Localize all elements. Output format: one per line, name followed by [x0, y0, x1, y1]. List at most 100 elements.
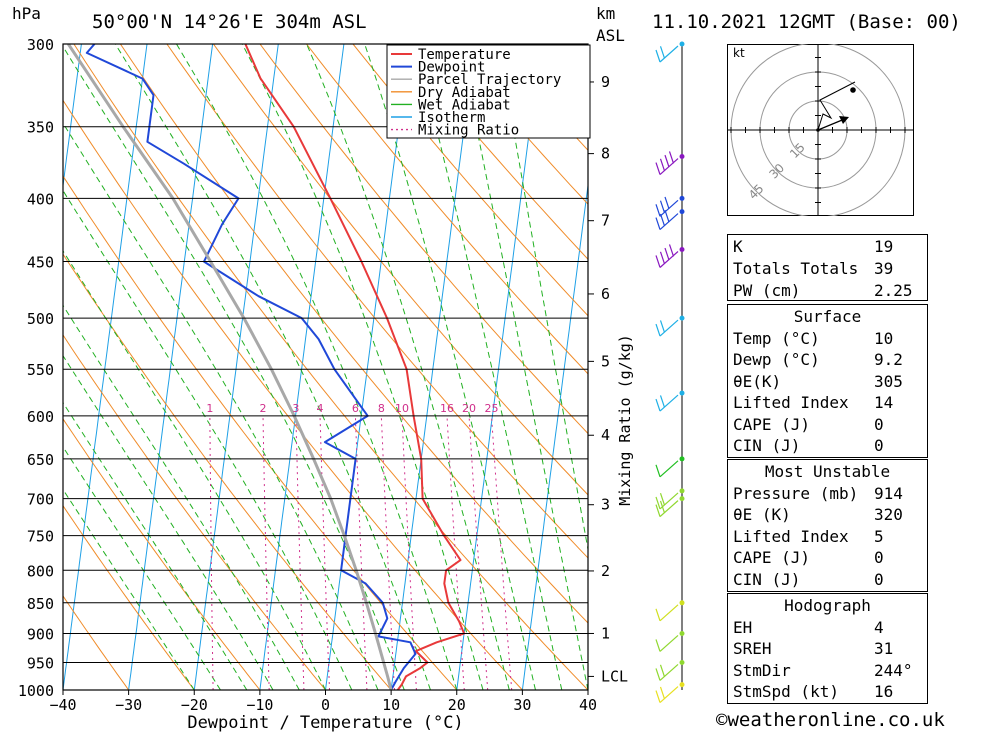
hpa-unit-label: hPa — [12, 4, 41, 23]
height-tick-label: 9 — [601, 73, 610, 91]
mixing-ratio-line — [380, 415, 395, 690]
x-tick-label: −40 — [49, 696, 76, 714]
indices-panel: K 19 Totals Totals 39 PW (cm) 2.25 — [727, 234, 928, 301]
wind-barb — [655, 682, 685, 704]
temperature-series — [244, 44, 466, 690]
surface-row: CIN (J) 0 — [733, 436, 884, 455]
pressure-tick-label: 950 — [27, 654, 54, 672]
legend-label: Wet Adiabat — [418, 97, 511, 113]
mixing-ratio-line — [446, 415, 465, 690]
isotherm-line — [325, 44, 410, 690]
mixing-ratio-line — [354, 415, 368, 690]
pressure-tick-label: 450 — [27, 254, 54, 272]
pressure-tick-label: 750 — [27, 528, 54, 546]
dry-adiabat-line — [63, 504, 195, 690]
wind-barb — [655, 390, 685, 412]
mixing-ratio-label: 1 — [206, 402, 213, 415]
x-tick-label: 10 — [382, 696, 400, 714]
km-unit-label: km — [596, 4, 616, 23]
x-tick-label: 20 — [448, 696, 466, 714]
index-row-totals: Totals Totals 39 — [733, 259, 894, 278]
mixing-ratio-label: 6 — [352, 402, 359, 415]
x-tick-label: −20 — [181, 696, 208, 714]
height-tick-label: 7 — [601, 212, 610, 230]
x-tick-label: 30 — [513, 696, 531, 714]
isotherm-line — [128, 44, 214, 690]
wind-barb — [655, 630, 685, 652]
dry-adiabat-line — [63, 595, 130, 690]
wind-barb — [655, 496, 685, 518]
legend-label: Dry Adiabat — [418, 85, 511, 101]
height-tick-label: 2 — [601, 562, 610, 580]
wind-barb — [655, 41, 685, 63]
hodograph-trace — [817, 81, 856, 131]
wet-adiabat-line — [414, 44, 563, 690]
surface-row: θE(K) 305 — [733, 372, 903, 391]
wind-barb — [655, 659, 685, 681]
pressure-tick-label: 400 — [27, 190, 54, 208]
storm-motion-arrowhead — [839, 116, 849, 124]
mixing-ratio-label: 16 — [440, 402, 454, 415]
wind-barb — [655, 195, 685, 217]
hodograph-origin-dot — [816, 128, 820, 132]
credit-link[interactable]: ©weatheronline.co.uk — [716, 709, 945, 731]
wet-adiabat-line — [458, 44, 588, 690]
mixing-ratio-label: 10 — [395, 402, 409, 415]
hodograph-panel: Hodograph EH 4 SREH 31 StmDir 244° StmSpd (… — [727, 593, 928, 704]
height-tick-label: 1 — [601, 624, 610, 642]
dry-adiabat-line — [399, 44, 588, 260]
legend-label: Parcel Trajectory — [418, 72, 561, 88]
height-tick-label: 4 — [601, 426, 610, 444]
mu-row: CAPE (J) 0 — [733, 548, 884, 567]
mu-row: Lifted Index 5 — [733, 527, 884, 546]
mu-row: θE (K) 320 — [733, 505, 903, 524]
hodo-row: EH 4 — [733, 618, 884, 637]
pressure-tick-label: 1000 — [18, 682, 54, 700]
hodograph-unit-label: kt — [733, 46, 745, 60]
pressure-tick-label: 550 — [27, 361, 54, 379]
mixing-ratio-label: 20 — [462, 402, 476, 415]
hodo-row: StmDir 244° — [733, 661, 913, 680]
valid-datetime: 11.10.2021 12GMT (Base: 00) — [652, 11, 961, 33]
mixing-ratio-line — [209, 415, 214, 690]
dewpoint-series — [85, 44, 417, 690]
legend-label: Dewpoint — [418, 60, 485, 76]
station-title: 50°00'N 14°26'E 304m ASL — [92, 11, 367, 33]
x-tick-label: −10 — [246, 696, 273, 714]
wind-barb — [655, 244, 685, 268]
pressure-tick-label: 800 — [27, 562, 54, 580]
most-unstable-panel: Most Unstable Pressure (mb) 914 θE (K) 320… — [727, 459, 928, 592]
height-tick-label: 5 — [601, 352, 610, 370]
isotherm-line — [390, 44, 476, 690]
isotherm-line — [456, 44, 542, 690]
height-tick-label: 8 — [601, 145, 610, 163]
surface-title: Surface — [793, 307, 862, 326]
pressure-tick-label: 700 — [27, 491, 54, 509]
hodograph-title: Hodograph — [784, 596, 871, 615]
index-row-k: K 19 — [733, 237, 894, 256]
mixing-ratio-axis-title: Mixing Ratio (g/kg) — [616, 334, 634, 506]
legend-box — [386, 44, 591, 139]
most-unstable-title: Most Unstable — [764, 462, 891, 481]
wet-adiabat-line — [63, 122, 379, 690]
hodo-row: StmSpd (kt) 16 — [733, 682, 894, 701]
x-tick-label: −30 — [115, 696, 142, 714]
wind-barb — [655, 600, 685, 622]
pressure-tick-label: 900 — [27, 625, 54, 643]
hodograph-endpoint-dot — [850, 87, 856, 93]
pressure-tick-label: 650 — [27, 451, 54, 469]
hodo-row: SREH 31 — [733, 639, 894, 658]
mu-row: CIN (J) 0 — [733, 570, 884, 589]
surface-row: Temp (°C) 10 — [733, 329, 894, 348]
mixing-ratio-line — [262, 415, 270, 690]
legend-label: Mixing Ratio — [418, 123, 519, 139]
mixing-ratio-line — [319, 415, 330, 690]
surface-row: Lifted Index 14 — [733, 393, 894, 412]
pressure-tick-label: 600 — [27, 408, 54, 426]
pressure-tick-label: 850 — [27, 595, 54, 613]
legend-label: Isotherm — [418, 110, 485, 126]
pressure-tick-label: 350 — [27, 119, 54, 137]
